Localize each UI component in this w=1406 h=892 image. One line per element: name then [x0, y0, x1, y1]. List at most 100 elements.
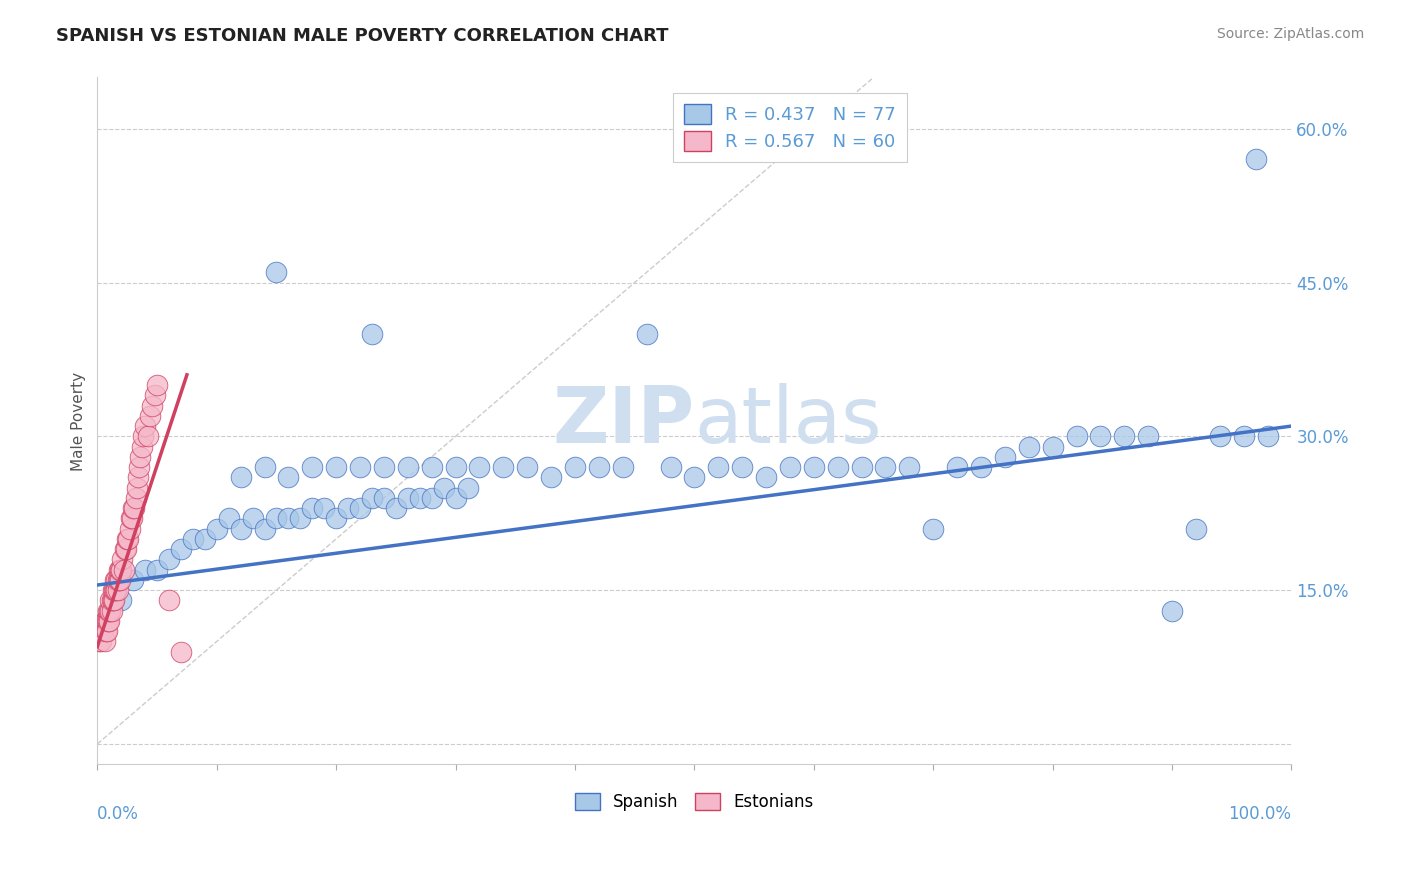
Point	[97, 604, 120, 618]
Point	[89, 624, 111, 639]
Point	[146, 563, 169, 577]
Point	[181, 532, 204, 546]
Point	[115, 542, 138, 557]
Point	[110, 593, 132, 607]
Point	[922, 522, 945, 536]
Point	[492, 460, 515, 475]
Point	[420, 491, 443, 505]
Y-axis label: Male Poverty: Male Poverty	[72, 371, 86, 470]
Point	[516, 460, 538, 475]
Point	[659, 460, 682, 475]
Point	[170, 542, 193, 557]
Point	[373, 491, 395, 505]
Point	[128, 460, 150, 475]
Point	[134, 419, 156, 434]
Point	[803, 460, 825, 475]
Point	[93, 634, 115, 648]
Point	[612, 460, 634, 475]
Point	[588, 460, 610, 475]
Point	[114, 542, 136, 557]
Point	[444, 491, 467, 505]
Point	[87, 634, 110, 648]
Point	[101, 583, 124, 598]
Point	[112, 563, 135, 577]
Text: 0.0%: 0.0%	[97, 805, 139, 823]
Point	[105, 583, 128, 598]
Point	[118, 522, 141, 536]
Point	[827, 460, 849, 475]
Point	[121, 511, 143, 525]
Point	[157, 593, 180, 607]
Point	[361, 326, 384, 341]
Point	[141, 399, 163, 413]
Point	[143, 388, 166, 402]
Point	[100, 604, 122, 618]
Point	[1233, 429, 1256, 443]
Point	[396, 460, 419, 475]
Point	[373, 460, 395, 475]
Point	[98, 614, 121, 628]
Point	[132, 429, 155, 443]
Point	[110, 563, 132, 577]
Point	[1042, 440, 1064, 454]
Text: atlas: atlas	[695, 383, 882, 459]
Point	[266, 511, 288, 525]
Point	[946, 460, 969, 475]
Point	[131, 440, 153, 454]
Point	[755, 470, 778, 484]
Point	[100, 604, 122, 618]
Point	[107, 583, 129, 598]
Point	[105, 573, 128, 587]
Point	[898, 460, 921, 475]
Point	[409, 491, 432, 505]
Point	[564, 460, 586, 475]
Text: Source: ZipAtlas.com: Source: ZipAtlas.com	[1216, 27, 1364, 41]
Point	[1114, 429, 1136, 443]
Point	[277, 470, 299, 484]
Point	[94, 614, 117, 628]
Point	[433, 481, 456, 495]
Point	[444, 460, 467, 475]
Point	[385, 501, 408, 516]
Legend: Spanish, Estonians: Spanish, Estonians	[568, 787, 821, 818]
Point	[457, 481, 479, 495]
Point	[122, 501, 145, 516]
Point	[468, 460, 491, 475]
Point	[1161, 604, 1184, 618]
Point	[108, 573, 131, 587]
Point	[115, 532, 138, 546]
Point	[124, 501, 146, 516]
Point	[636, 326, 658, 341]
Point	[253, 522, 276, 536]
Point	[253, 460, 276, 475]
Point	[731, 460, 754, 475]
Point	[108, 573, 131, 587]
Point	[139, 409, 162, 423]
Point	[96, 614, 118, 628]
Point	[970, 460, 993, 475]
Point	[1066, 429, 1088, 443]
Text: 100.0%: 100.0%	[1229, 805, 1292, 823]
Point	[337, 501, 360, 516]
Point	[127, 470, 149, 484]
Point	[325, 460, 347, 475]
Point	[1137, 429, 1160, 443]
Point	[194, 532, 217, 546]
Point	[1185, 522, 1208, 536]
Point	[707, 460, 730, 475]
Point	[100, 593, 122, 607]
Point	[103, 583, 125, 598]
Point	[117, 532, 139, 546]
Point	[100, 593, 122, 607]
Point	[420, 460, 443, 475]
Point	[1244, 153, 1267, 167]
Point	[94, 624, 117, 639]
Point	[98, 604, 121, 618]
Point	[851, 460, 873, 475]
Point	[349, 460, 371, 475]
Point	[229, 522, 252, 536]
Point	[1257, 429, 1279, 443]
Point	[108, 563, 131, 577]
Point	[104, 573, 127, 587]
Point	[122, 573, 145, 587]
